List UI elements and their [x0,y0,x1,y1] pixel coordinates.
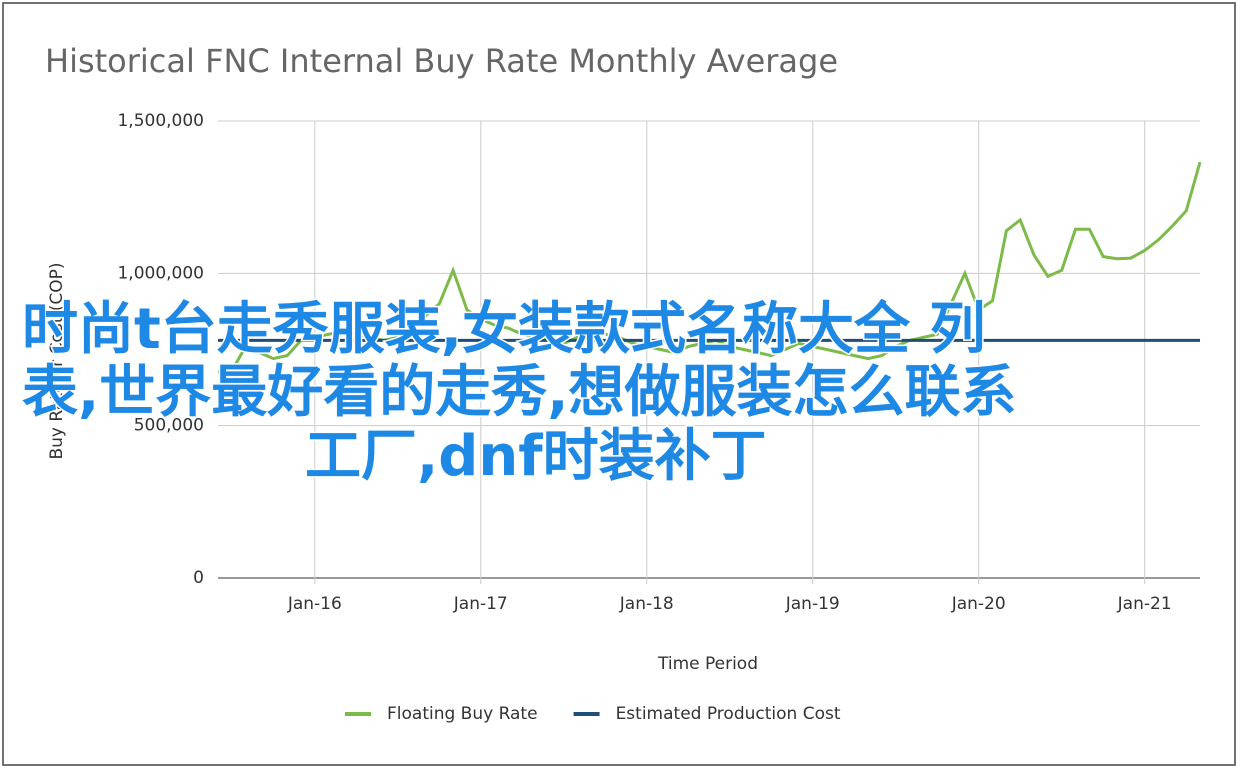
x-tick-label: Jan-20 [951,594,1006,614]
x-tick-label: Jan-21 [1117,594,1172,614]
x-tick-label: Jan-19 [785,594,840,614]
overlay-text: 时尚t台走秀服装,女装款式名称大全 列 [22,297,986,362]
y-tick-label: 0 [193,568,204,588]
y-tick-label: 500,000 [134,416,204,436]
chart-title: Historical FNC Internal Buy Rate Monthly… [45,42,838,80]
x-tick-label: Jan-18 [619,594,674,614]
overlay-text: 表,世界最好看的走秀,想做服装怎么联系 [22,360,1017,425]
y-axis-label: Buy Rate or Cost (COP) [47,262,67,459]
overlay-text: 工厂,dnf时装补丁 [305,424,767,489]
x-tick-label: Jan-16 [287,594,342,614]
y-tick-label: 1,500,000 [117,111,204,131]
x-axis-label: Time Period [657,654,758,674]
x-tick-label: Jan-17 [453,594,508,614]
legend-label: Estimated Production Cost [616,704,841,724]
legend-label: Floating Buy Rate [387,704,538,724]
y-tick-label: 1,000,000 [117,263,204,283]
